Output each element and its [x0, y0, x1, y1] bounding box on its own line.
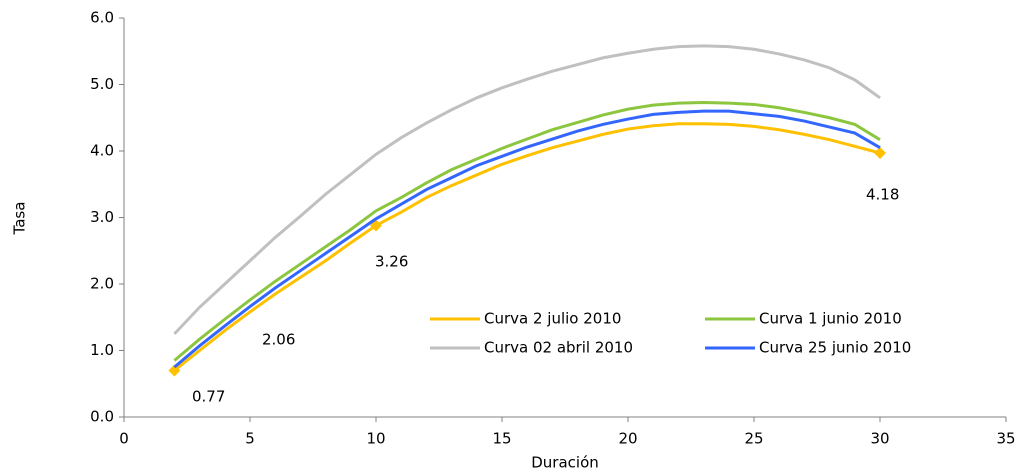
series-line: [173, 122, 881, 372]
legend-label: Curva 2 julio 2010: [484, 310, 621, 328]
x-tick-label: 30: [870, 430, 889, 448]
x-tick-label: 10: [366, 430, 385, 448]
x-tick-label: 0: [119, 430, 129, 448]
legend-label: Curva 1 junio 2010: [759, 310, 902, 328]
annotation: 3.26: [375, 253, 408, 271]
y-tick-label: 2.0: [90, 275, 114, 293]
y-axis-title: Tasa: [11, 202, 29, 236]
x-tick-label: 20: [618, 430, 637, 448]
x-tick-label: 25: [744, 430, 763, 448]
annotation: 0.77: [192, 388, 225, 406]
x-tick-label: 15: [492, 430, 511, 448]
y-tick-label: 6.0: [90, 9, 114, 27]
data-marker: [874, 146, 886, 159]
y-tick-label: 4.0: [90, 142, 114, 160]
legend-label: Curva 02 abril 2010: [484, 339, 633, 357]
x-tick-label: 35: [996, 430, 1015, 448]
x-axis-title: Duración: [531, 454, 599, 472]
annotation: 2.06: [262, 331, 295, 349]
series-line: [173, 100, 881, 362]
annotation: 4.18: [866, 186, 899, 204]
data-marker: [168, 364, 181, 377]
y-tick-label: 3.0: [90, 208, 114, 226]
y-tick-label: 0.0: [90, 408, 114, 426]
series-line: [173, 44, 881, 335]
y-tick-label: 1.0: [90, 341, 114, 359]
series-line: [173, 109, 881, 369]
x-tick-label: 5: [245, 430, 255, 448]
legend-label: Curva 25 junio 2010: [759, 339, 911, 357]
y-tick-label: 5.0: [90, 75, 114, 93]
